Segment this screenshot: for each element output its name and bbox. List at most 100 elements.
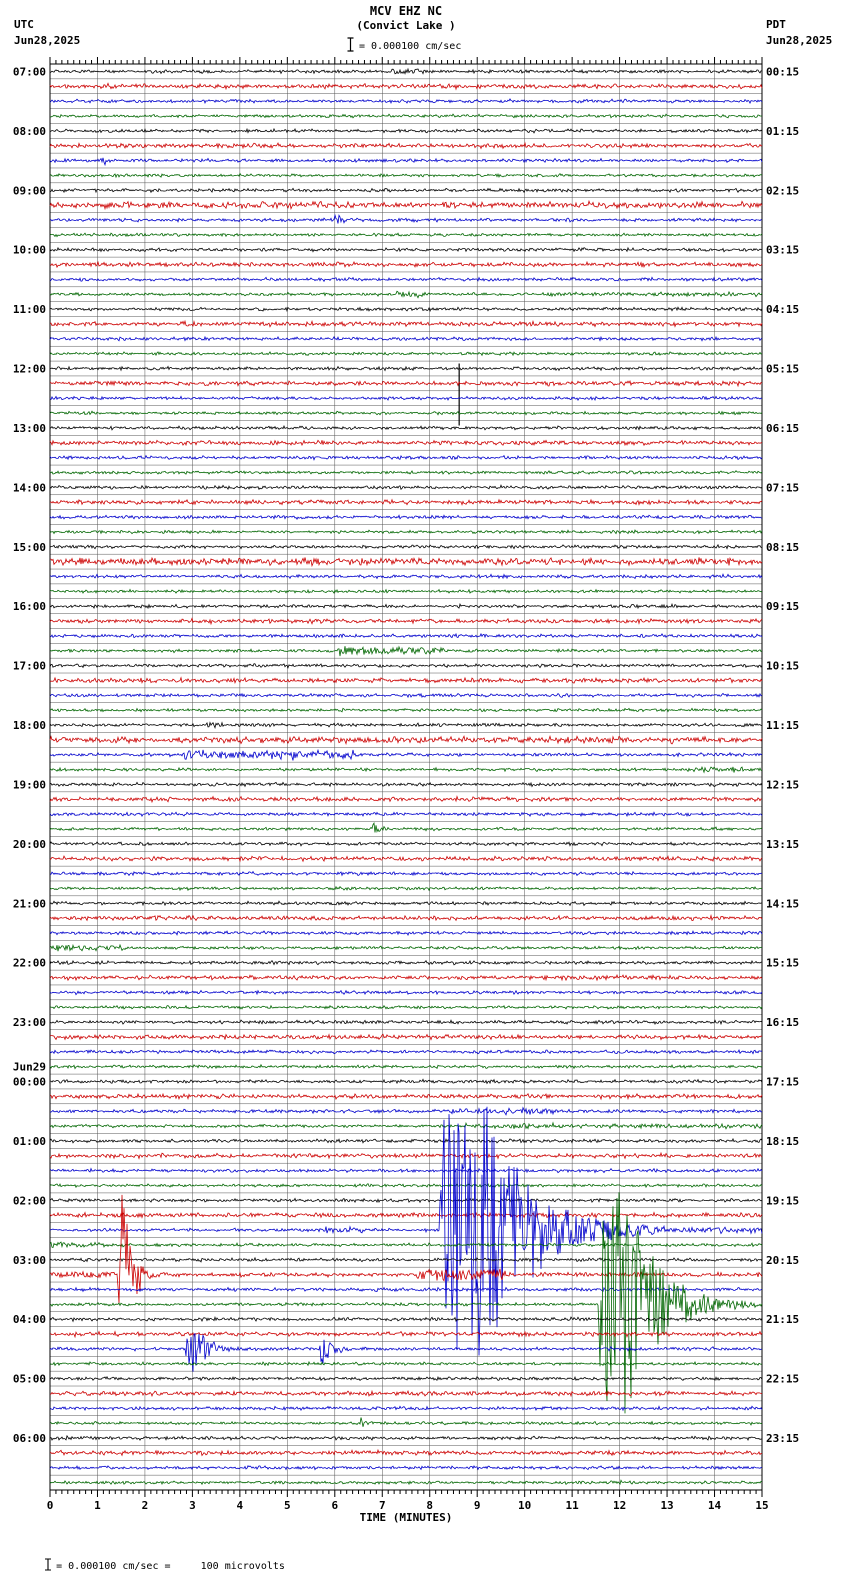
x-tick-label: 3 <box>189 1499 196 1512</box>
seismo-trace-row <box>49 1151 763 1160</box>
seismo-trace-row <box>49 425 763 431</box>
seismo-trace-row <box>49 765 763 774</box>
left-date-label: Jun28,2025 <box>14 34 81 47</box>
day-change-label: Jun29 <box>13 1061 46 1074</box>
pdt-time-label: 23:15 <box>766 1432 799 1445</box>
utc-time-label: 12:00 <box>13 363 46 376</box>
seismo-trace-row <box>49 1004 763 1010</box>
seismo-trace-row <box>49 213 763 224</box>
pdt-time-label: 04:15 <box>766 303 799 316</box>
x-tick-label: 2 <box>142 1499 149 1512</box>
seismo-trace-row <box>49 157 763 167</box>
utc-time-label: 14:00 <box>13 481 46 494</box>
seismo-trace-row <box>50 1106 762 1116</box>
right-timezone-label: PDT <box>766 18 786 31</box>
seismo-trace-row <box>49 1197 763 1204</box>
seismo-trace-row <box>49 973 763 982</box>
trace-rows <box>49 67 763 1486</box>
seismo-trace-row <box>49 943 763 952</box>
seismo-trace-row <box>49 529 763 535</box>
seismo-trace-row <box>49 410 763 416</box>
seismo-trace-row <box>49 439 763 447</box>
seismo-trace-row <box>49 1286 763 1293</box>
utc-time-label: 03:00 <box>13 1254 46 1267</box>
station-title: MCV EHZ NC <box>369 4 443 18</box>
seismo-trace-row <box>49 748 763 761</box>
seismo-trace-row <box>49 1183 763 1189</box>
x-tick-label: 14 <box>708 1499 722 1512</box>
seismo-trace-row <box>49 379 763 388</box>
seismo-trace-row <box>49 1019 763 1026</box>
seismo-trace-row <box>49 351 763 357</box>
utc-time-label: 21:00 <box>13 897 46 910</box>
seismo-trace-row <box>49 692 763 699</box>
utc-time-label: 07:00 <box>13 65 46 78</box>
seismo-trace-row <box>49 1465 763 1471</box>
i-beam-icon <box>346 37 355 55</box>
seismo-trace-row <box>49 556 763 568</box>
utc-time-label: 04:00 <box>13 1313 46 1326</box>
utc-time-label: 18:00 <box>13 719 46 732</box>
pdt-time-label: 18:15 <box>766 1135 799 1148</box>
seismo-trace-row <box>49 199 763 211</box>
scale-footnote-text: = 0.000100 cm/sec = 100 microvolts <box>56 1560 285 1572</box>
seismo-trace-row <box>49 645 763 657</box>
utc-time-label: 15:00 <box>13 541 46 554</box>
seismo-trace-row <box>49 795 763 804</box>
pdt-time-label: 20:15 <box>766 1254 799 1267</box>
seismo-trace-row <box>49 127 763 134</box>
amplitude-scale-text: = 0.000100 cm/sec <box>359 40 462 52</box>
seismo-trace-row <box>49 870 763 877</box>
seismo-trace-row <box>49 98 763 105</box>
pdt-time-label: 11:15 <box>766 719 799 732</box>
seismo-trace-row <box>49 1092 763 1101</box>
seismo-trace-row <box>49 232 763 238</box>
utc-time-label: 00:00 <box>13 1076 46 1089</box>
seismo-trace-row <box>49 663 763 669</box>
seismo-trace-row <box>49 1405 763 1412</box>
seismo-trace-row <box>49 172 762 179</box>
pdt-time-label: 07:15 <box>766 481 799 494</box>
seismo-trace-row <box>49 246 762 253</box>
seismo-trace-row <box>49 1417 763 1427</box>
seismo-trace-row <box>49 1241 763 1249</box>
x-axis-title: TIME (MINUTES) <box>359 1511 453 1524</box>
utc-time-label: 17:00 <box>13 660 46 673</box>
pdt-time-label: 10:15 <box>766 660 799 673</box>
utc-time-label: 10:00 <box>13 244 46 257</box>
pdt-time-label: 01:15 <box>766 125 799 138</box>
seismo-trace-row <box>49 141 763 150</box>
seismo-trace-row <box>49 454 763 461</box>
seismo-trace-row <box>49 617 763 626</box>
utc-time-label: 01:00 <box>13 1135 46 1148</box>
seismo-trace-row <box>49 602 763 610</box>
pdt-time-label: 09:15 <box>766 600 799 613</box>
seismo-trace-row <box>49 395 763 402</box>
utc-time-label: 13:00 <box>13 422 46 435</box>
x-tick-label: 7 <box>379 1499 386 1512</box>
seismo-trace-row <box>49 1448 763 1457</box>
right-date-label: Jun28,2025 <box>766 34 833 47</box>
pdt-time-label: 02:15 <box>766 184 799 197</box>
seismo-trace-row <box>49 1316 763 1323</box>
x-tick-label: 6 <box>331 1499 338 1512</box>
seismo-trace-row <box>49 914 763 922</box>
x-tick-label: 15 <box>755 1499 768 1512</box>
seismo-trace-row <box>49 1167 763 1174</box>
utc-time-label: 11:00 <box>13 303 46 316</box>
seismo-trace-row <box>49 1333 763 1372</box>
seismo-trace-row <box>50 1078 763 1085</box>
utc-time-label: 16:00 <box>13 600 46 613</box>
seismo-trace-row <box>49 1194 763 1304</box>
seismo-trace-row <box>49 781 763 788</box>
seismo-trace-row <box>49 1256 763 1263</box>
pdt-time-label: 19:15 <box>766 1194 799 1207</box>
pdt-time-label: 03:15 <box>766 244 799 257</box>
seismo-trace-row <box>49 900 763 907</box>
axis-ticks <box>49 57 763 1497</box>
seismo-trace-row <box>49 855 763 863</box>
x-tick-label: 1 <box>94 1499 101 1512</box>
seismo-trace-row <box>49 1063 763 1070</box>
pdt-time-label: 17:15 <box>766 1076 799 1089</box>
